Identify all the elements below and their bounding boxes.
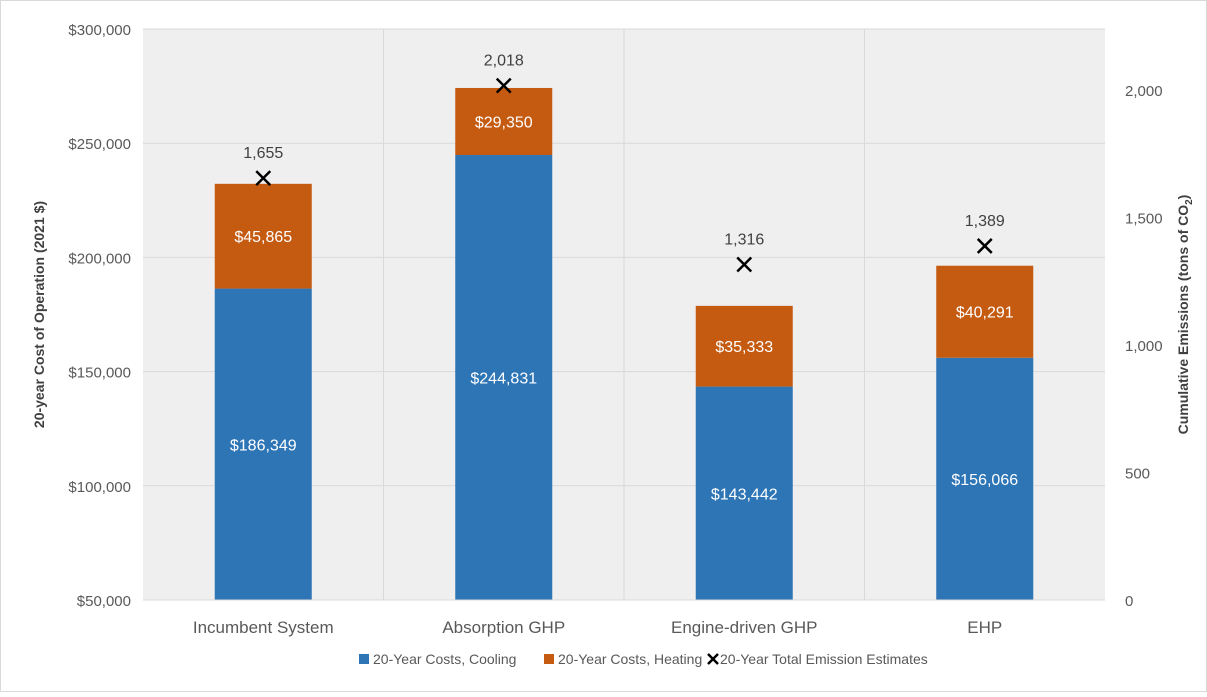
y2-tick-label: 1,500: [1125, 211, 1163, 228]
x-tick-label: EHP: [967, 618, 1002, 637]
data-label: $35,333: [715, 339, 773, 356]
data-label: $40,291: [956, 305, 1014, 322]
y2-tick-label: 500: [1125, 466, 1150, 483]
legend-label: 20-Year Costs, Cooling: [373, 651, 516, 667]
x-tick-label: Engine-driven GHP: [671, 618, 817, 637]
legend-swatch: [359, 654, 369, 664]
bar-cooling: [455, 155, 553, 601]
y-axis-title: 20-year Cost of Operation (2021 $): [31, 201, 47, 428]
y-tick-label: $300,000: [68, 22, 131, 39]
bar-heating: [214, 183, 312, 289]
y2-axis-title-suffix: ): [1175, 195, 1191, 200]
legend: 20-Year Costs, Cooling 20-Year Costs, Hea…: [359, 651, 928, 667]
y2-tick-label: 1,000: [1125, 338, 1163, 355]
marker-stroke: [976, 238, 993, 254]
y2-tick-label: 2,000: [1125, 83, 1163, 100]
bar-heating: [455, 87, 553, 156]
data-label: $143,442: [711, 486, 778, 503]
emission-marker: [495, 77, 512, 94]
legend-marker: [707, 653, 719, 665]
y-tick-label: $250,000: [68, 136, 131, 153]
data-label: $29,350: [475, 114, 533, 131]
bar-cooling: [214, 288, 312, 600]
emission-marker: [255, 170, 272, 187]
bars: $186,349 $45,865 $244,831 $29,350 $143,442 $3…: [214, 87, 1034, 601]
axes: $50,000 $100,000 $150,000 $200,000 $250,000 $…: [31, 22, 1195, 637]
y2-axis-title-subscript: 2: [1184, 199, 1195, 205]
legend-swatch: [544, 654, 554, 664]
y-tick-label: $200,000: [68, 250, 131, 267]
y-tick-label: $150,000: [68, 365, 131, 382]
x-tick-label: Incumbent System: [193, 618, 334, 637]
marker-stroke: [495, 77, 512, 94]
y2-tick-label: 0: [1125, 593, 1133, 610]
marker-stroke: [255, 170, 272, 187]
bar-cooling: [936, 357, 1034, 600]
emission-marker: [736, 256, 753, 273]
data-label: $156,066: [951, 472, 1018, 489]
x-tick-label: Absorption GHP: [442, 618, 565, 637]
emission-label: 1,655: [243, 145, 283, 162]
bar-cooling: [695, 386, 793, 600]
emission-markers: 1,655 2,018 1,316 1,389: [243, 53, 1005, 273]
legend-label: 20-Year Costs, Heating: [558, 651, 702, 667]
emission-label: 1,316: [724, 232, 764, 249]
emission-label: 2,018: [484, 53, 524, 70]
data-label: $186,349: [230, 437, 297, 454]
emission-label: 1,389: [965, 213, 1005, 230]
marker-stroke: [736, 256, 753, 273]
legend-heating: 20-Year Costs, Heating: [544, 651, 702, 667]
legend-cooling: 20-Year Costs, Cooling: [359, 651, 516, 667]
bar-heating: [695, 305, 793, 387]
data-label: $244,831: [470, 371, 537, 388]
y-tick-label: $50,000: [77, 593, 131, 610]
y2-axis-title: Cumulative Emissions (tons of CO2): [1175, 195, 1195, 435]
y-tick-label: $100,000: [68, 479, 131, 496]
bar-heating: [936, 265, 1034, 358]
emission-marker: [976, 238, 993, 254]
legend-label: 20-Year Total Emission Estimates: [720, 651, 928, 667]
y2-axis-title-text: Cumulative Emissions (tons of CO: [1175, 205, 1191, 435]
data-label: $45,865: [234, 229, 292, 246]
legend-emissions: 20-Year Total Emission Estimates: [707, 651, 928, 667]
